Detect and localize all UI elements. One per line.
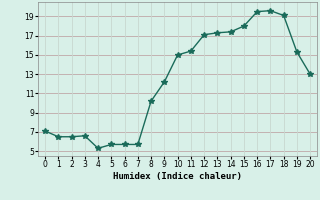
X-axis label: Humidex (Indice chaleur): Humidex (Indice chaleur) xyxy=(113,172,242,181)
